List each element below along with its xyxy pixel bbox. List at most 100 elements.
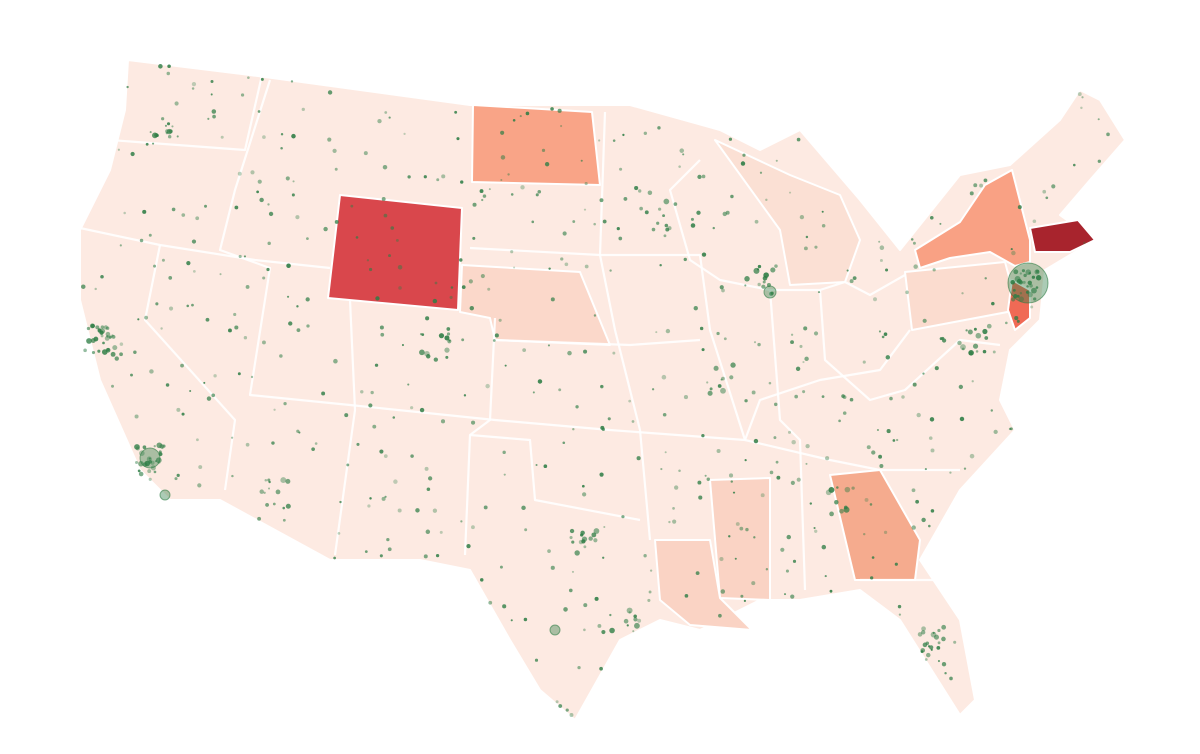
point [701, 174, 706, 179]
point [932, 631, 935, 635]
point [134, 414, 139, 419]
point [369, 497, 372, 500]
point [119, 352, 123, 357]
point [993, 429, 998, 434]
point [821, 544, 827, 550]
point [911, 525, 916, 530]
point [502, 450, 506, 455]
point [593, 528, 600, 534]
point [965, 329, 968, 332]
point [547, 549, 551, 553]
point [802, 360, 805, 364]
point [713, 365, 719, 371]
point [660, 467, 663, 471]
point [191, 303, 194, 307]
point [158, 450, 162, 454]
point [821, 210, 824, 213]
point [912, 241, 916, 245]
point [744, 399, 748, 403]
point [829, 589, 833, 593]
point [537, 189, 542, 194]
point [866, 445, 871, 450]
border [143, 244, 237, 491]
point [550, 565, 555, 570]
point [636, 456, 641, 461]
point [762, 280, 766, 284]
point [266, 267, 270, 272]
point [393, 479, 398, 484]
point [384, 495, 387, 498]
point [1011, 297, 1016, 302]
point [388, 254, 391, 258]
point [262, 276, 266, 280]
point [889, 396, 893, 401]
point [934, 366, 939, 371]
point [510, 619, 513, 622]
point [643, 554, 647, 558]
point [619, 167, 623, 171]
point [1010, 248, 1013, 251]
point [1010, 279, 1016, 285]
point [549, 624, 561, 636]
point [709, 387, 713, 391]
point [690, 223, 696, 228]
point [434, 281, 438, 285]
point [105, 331, 111, 337]
point [753, 341, 757, 344]
point [824, 574, 827, 578]
point [104, 336, 110, 341]
point [366, 259, 370, 262]
point [153, 470, 157, 474]
point [744, 276, 750, 282]
point [862, 360, 866, 364]
point [537, 379, 543, 384]
point [626, 607, 633, 614]
point [397, 508, 402, 513]
point [885, 268, 889, 272]
point [171, 125, 174, 128]
point [562, 441, 566, 445]
point [991, 301, 995, 306]
point [632, 630, 635, 633]
point [1083, 241, 1086, 245]
point [142, 445, 147, 450]
point [883, 332, 888, 336]
point [879, 463, 884, 468]
point [834, 500, 839, 505]
point [181, 412, 185, 416]
point [500, 130, 505, 135]
point [139, 447, 161, 469]
point [161, 258, 165, 262]
point [268, 480, 271, 484]
point [757, 342, 761, 347]
point [466, 543, 471, 549]
borders [79, 74, 1001, 591]
point [102, 341, 105, 345]
point [720, 589, 726, 594]
point [410, 406, 414, 410]
point [564, 262, 569, 267]
point [916, 412, 921, 418]
point [149, 131, 152, 134]
point [740, 161, 746, 166]
point [600, 385, 603, 388]
point [1097, 159, 1102, 163]
point [81, 284, 86, 289]
region [714, 139, 861, 286]
point [350, 204, 354, 208]
point [593, 538, 598, 543]
point [83, 348, 87, 353]
point [424, 466, 429, 471]
point [803, 326, 808, 331]
point [937, 628, 941, 633]
point [679, 148, 685, 153]
point [567, 350, 572, 356]
point [852, 276, 857, 281]
point [789, 191, 792, 194]
region [829, 469, 921, 581]
point [148, 233, 152, 237]
point [851, 486, 855, 490]
point [973, 183, 978, 188]
point [147, 469, 152, 474]
point [917, 632, 923, 637]
